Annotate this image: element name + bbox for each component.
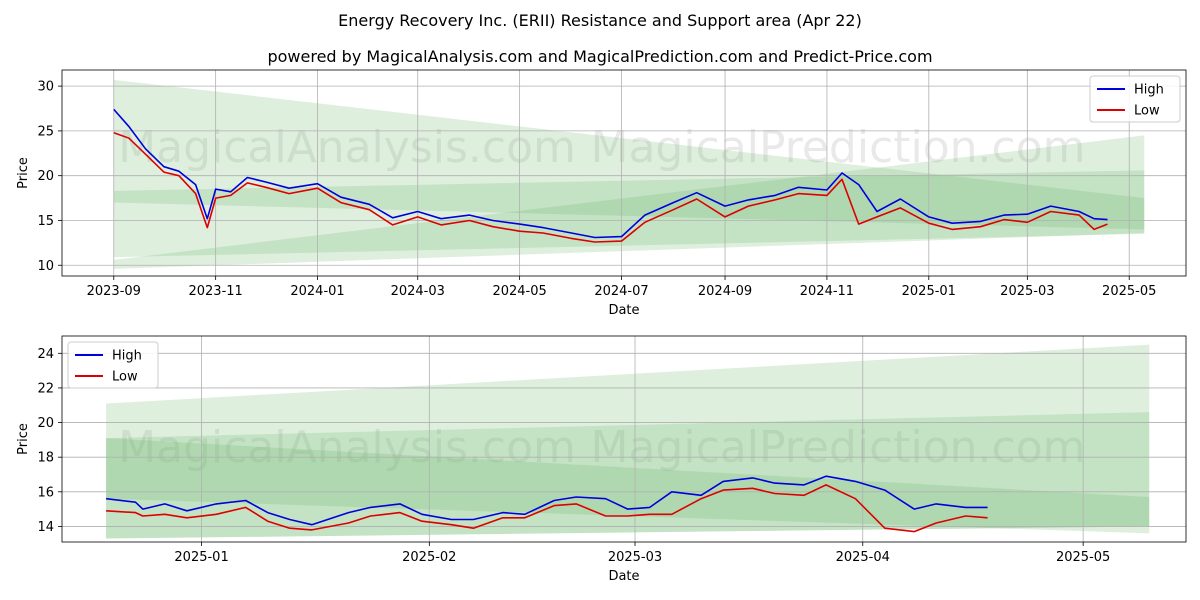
support-resistance-band — [113, 135, 1145, 269]
support-resistance-band — [106, 438, 1150, 539]
plot-frame — [61, 69, 1187, 277]
support-resistance-band — [113, 79, 1145, 230]
x-tick-label: 2025-05 — [1102, 284, 1156, 299]
series-line-high — [106, 475, 988, 526]
support-resistance-band — [106, 344, 1150, 534]
series-line-low — [106, 484, 988, 533]
top-panel: MagicalAnalysis.com MagicalPrediction.com… — [16, 69, 1187, 318]
x-tick-label: 2023-09 — [87, 284, 141, 299]
x-tick-label: 2025-02 — [402, 550, 456, 565]
watermark: MagicalAnalysis.com — [118, 422, 576, 473]
support-resistance-band — [106, 412, 1150, 539]
watermark: MagicalAnalysis.com — [118, 122, 576, 173]
x-tick-label: 2025-01 — [902, 284, 956, 299]
chart-title: Energy Recovery Inc. (ERII) Resistance a… — [338, 11, 862, 30]
x-tick-label: 2025-03 — [1000, 284, 1054, 299]
series-line-low — [113, 131, 1108, 243]
x-tick-label: 2025-03 — [608, 550, 662, 565]
x-tick-label: 2023-11 — [188, 284, 242, 299]
y-tick-label: 24 — [37, 347, 54, 362]
legend-label-low: Low — [112, 370, 138, 385]
y-tick-label: 22 — [37, 381, 54, 396]
x-tick-label: 2024-05 — [492, 284, 546, 299]
y-tick-label: 20 — [37, 169, 54, 184]
x-tick-label: 2025-01 — [174, 550, 228, 565]
support-resistance-band — [113, 170, 1145, 258]
x-axis-label: Date — [608, 569, 639, 584]
bottom-panel: MagicalAnalysis.com MagicalPrediction.com… — [16, 335, 1187, 584]
x-tick-label: 2024-03 — [391, 284, 445, 299]
y-axis-label: Price — [16, 157, 31, 189]
x-axis-label: Date — [608, 303, 639, 318]
x-tick-label: 2024-09 — [698, 284, 752, 299]
legend: High Low — [67, 341, 159, 389]
y-tick-label: 15 — [37, 214, 54, 229]
x-tick-label: 2024-07 — [594, 284, 648, 299]
legend-label-high: High — [1134, 83, 1164, 98]
y-tick-label: 16 — [37, 485, 54, 500]
x-tick-label: 2024-01 — [290, 284, 344, 299]
y-tick-label: 20 — [37, 416, 54, 431]
y-tick-label: 18 — [37, 451, 54, 466]
y-axis-label: Price — [16, 423, 31, 455]
legend-label-low: Low — [1134, 104, 1160, 119]
y-tick-label: 14 — [37, 520, 54, 535]
watermark: MagicalPrediction.com — [591, 122, 1086, 173]
legend: High Low — [1089, 75, 1181, 123]
chart-subtitle: powered by MagicalAnalysis.com and Magic… — [267, 47, 932, 66]
legend-label-high: High — [112, 349, 142, 364]
plot-frame — [61, 335, 1187, 543]
series-line-high — [113, 108, 1108, 239]
x-tick-label: 2024-11 — [800, 284, 854, 299]
x-tick-label: 2025-05 — [1056, 550, 1110, 565]
y-tick-label: 25 — [37, 124, 54, 139]
x-tick-label: 2025-04 — [836, 550, 890, 565]
y-tick-label: 10 — [37, 259, 54, 274]
y-tick-label: 30 — [37, 80, 54, 95]
watermark: MagicalPrediction.com — [591, 422, 1086, 473]
